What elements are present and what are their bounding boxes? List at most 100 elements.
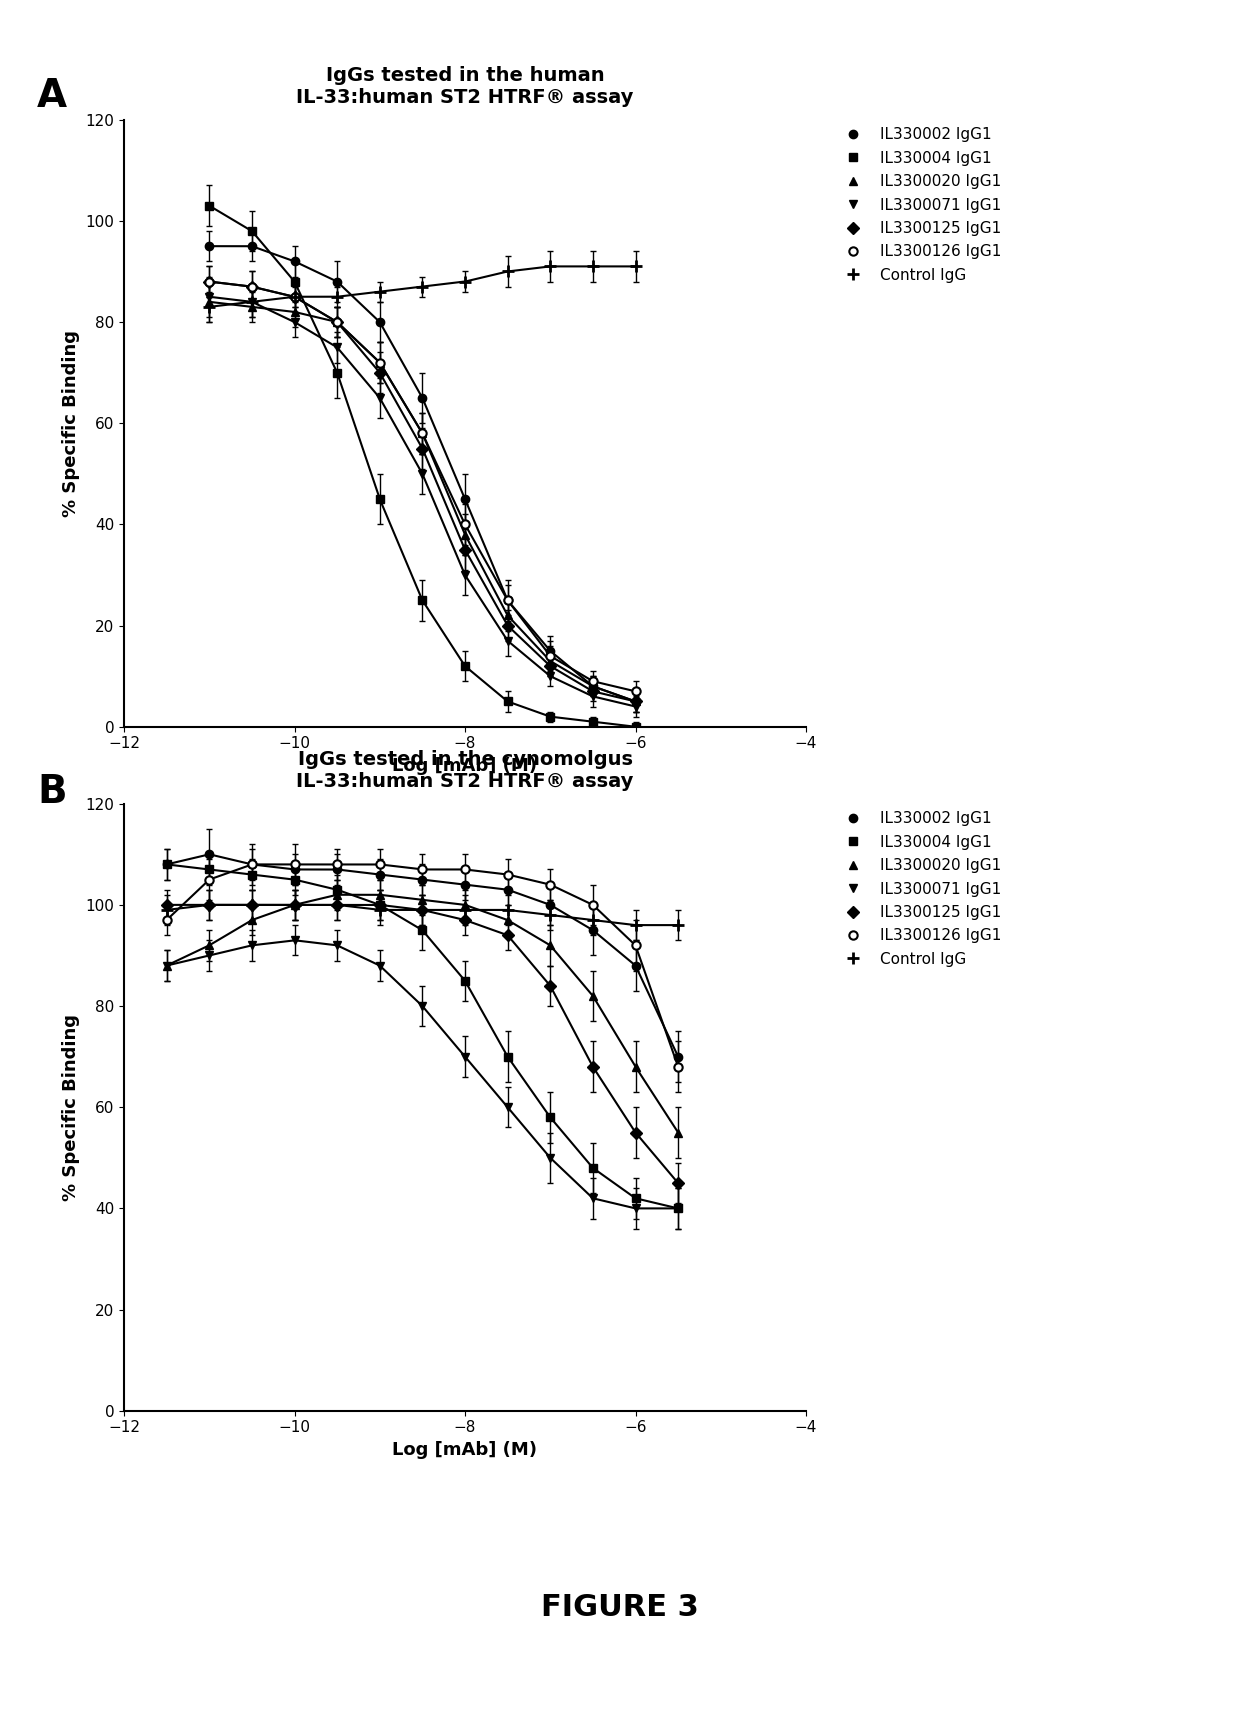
IL3300126 IgG1: [286, 287, 303, 308]
IL3300126 IgG1: [627, 935, 642, 956]
Control IgG: [286, 894, 303, 915]
IL3300126 IgG1: [372, 855, 387, 876]
IL3300126 IgG1: [585, 894, 600, 915]
IL3300020 IgG1: [202, 935, 217, 956]
IL3300020 IgG1: [415, 889, 430, 910]
IL330004 IgG1: [458, 657, 472, 677]
IL3300071 IgG1: [458, 564, 472, 585]
IL330004 IgG1: [500, 1047, 515, 1067]
Line: IL3300126 IgG1: IL3300126 IgG1: [162, 860, 682, 1070]
Control IgG: [244, 894, 259, 915]
IL330004 IgG1: [202, 195, 217, 215]
IL330002 IgG1: [585, 675, 600, 696]
IL3300125 IgG1: [415, 899, 430, 920]
Legend: IL330002 IgG1, IL330004 IgG1, IL3300020 IgG1, IL3300071 IgG1, IL3300125 IgG1, IL: IL330002 IgG1, IL330004 IgG1, IL3300020 …: [835, 127, 1002, 282]
X-axis label: Log [mAb] (M): Log [mAb] (M): [393, 758, 537, 775]
Title: IgGs tested in the human
IL-33:human ST2 HTRF® assay: IgGs tested in the human IL-33:human ST2…: [296, 67, 634, 108]
Control IgG: [543, 256, 558, 277]
IL3300126 IgG1: [543, 874, 558, 894]
IL3300125 IgG1: [244, 894, 259, 915]
IL330004 IgG1: [159, 855, 174, 876]
IL330004 IgG1: [671, 1199, 686, 1219]
IL3300125 IgG1: [330, 894, 345, 915]
IL330002 IgG1: [543, 641, 558, 662]
IL3300125 IgG1: [543, 975, 558, 995]
IL330004 IgG1: [286, 869, 303, 889]
IL3300071 IgG1: [159, 956, 174, 976]
IL3300071 IgG1: [500, 1098, 515, 1118]
IL3300020 IgG1: [458, 525, 472, 545]
IL330002 IgG1: [372, 864, 387, 884]
IL330002 IgG1: [543, 894, 558, 915]
IL3300071 IgG1: [458, 1047, 472, 1067]
IL3300125 IgG1: [202, 272, 217, 292]
IL3300071 IgG1: [244, 291, 259, 311]
IL330002 IgG1: [244, 236, 259, 256]
IL3300020 IgG1: [244, 910, 259, 930]
IL3300071 IgG1: [244, 935, 259, 956]
IL330002 IgG1: [627, 956, 642, 976]
IL330004 IgG1: [500, 691, 515, 711]
Line: Control IgG: Control IgG: [203, 262, 641, 313]
IL3300071 IgG1: [543, 665, 558, 686]
Text: B: B: [37, 773, 67, 811]
IL3300126 IgG1: [202, 272, 217, 292]
IL3300020 IgG1: [286, 301, 303, 321]
IL3300126 IgG1: [627, 681, 642, 701]
Control IgG: [500, 899, 515, 920]
IL3300071 IgG1: [415, 995, 430, 1016]
IL330004 IgG1: [543, 706, 558, 727]
IL330004 IgG1: [543, 1106, 558, 1127]
IL3300020 IgG1: [330, 884, 345, 905]
IL330004 IgG1: [415, 590, 430, 610]
IL330004 IgG1: [372, 894, 387, 915]
IL3300126 IgG1: [415, 858, 430, 879]
Line: IL3300071 IgG1: IL3300071 IgG1: [162, 935, 682, 1212]
IL3300071 IgG1: [330, 935, 345, 956]
Line: IL3300071 IgG1: IL3300071 IgG1: [205, 292, 640, 711]
IL3300126 IgG1: [286, 855, 303, 876]
IL3300126 IgG1: [202, 869, 217, 889]
Control IgG: [415, 899, 430, 920]
IL3300125 IgG1: [458, 539, 472, 559]
IL330002 IgG1: [244, 855, 259, 876]
Control IgG: [202, 894, 217, 915]
Control IgG: [543, 905, 558, 925]
IL3300125 IgG1: [585, 1057, 600, 1077]
IL3300125 IgG1: [458, 910, 472, 930]
Text: A: A: [37, 77, 67, 115]
IL3300125 IgG1: [372, 894, 387, 915]
IL3300020 IgG1: [415, 422, 430, 443]
IL3300126 IgG1: [585, 670, 600, 691]
IL3300071 IgG1: [671, 1199, 686, 1219]
IL3300020 IgG1: [330, 311, 345, 332]
X-axis label: Log [mAb] (M): Log [mAb] (M): [393, 1442, 537, 1459]
Line: IL3300020 IgG1: IL3300020 IgG1: [162, 891, 682, 1137]
IL3300126 IgG1: [244, 855, 259, 876]
IL3300020 IgG1: [159, 956, 174, 976]
Line: IL3300126 IgG1: IL3300126 IgG1: [205, 277, 640, 696]
IL330004 IgG1: [330, 363, 345, 383]
Control IgG: [415, 277, 430, 298]
IL330004 IgG1: [372, 489, 387, 510]
IL3300126 IgG1: [500, 864, 515, 884]
IL3300020 IgG1: [627, 691, 642, 711]
IL3300020 IgG1: [244, 296, 259, 316]
IL3300125 IgG1: [543, 657, 558, 677]
Text: FIGURE 3: FIGURE 3: [541, 1594, 699, 1623]
IL3300020 IgG1: [627, 1057, 642, 1077]
IL330004 IgG1: [627, 716, 642, 737]
IL3300126 IgG1: [500, 590, 515, 610]
IL3300126 IgG1: [458, 858, 472, 879]
IL330004 IgG1: [585, 711, 600, 732]
IL330002 IgG1: [500, 590, 515, 610]
Control IgG: [330, 287, 345, 308]
Control IgG: [627, 915, 642, 935]
IL3300125 IgG1: [286, 287, 303, 308]
IL330004 IgG1: [415, 920, 430, 940]
IL3300125 IgG1: [585, 681, 600, 701]
IL3300020 IgG1: [585, 985, 600, 1005]
IL3300020 IgG1: [458, 894, 472, 915]
IL3300071 IgG1: [372, 388, 387, 409]
IL3300126 IgG1: [543, 646, 558, 667]
